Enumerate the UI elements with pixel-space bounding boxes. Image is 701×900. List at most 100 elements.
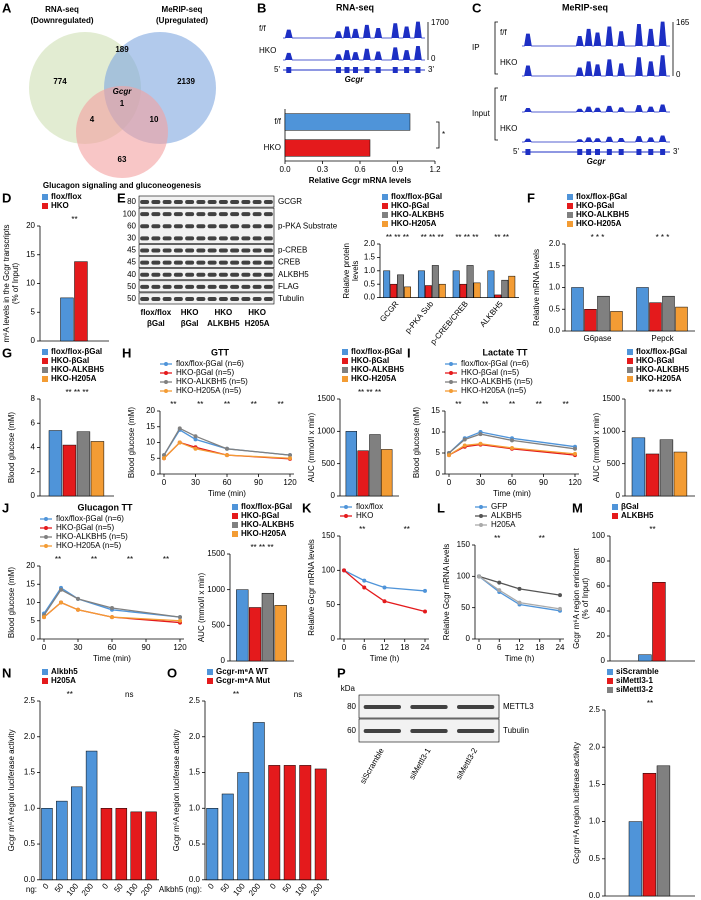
exon bbox=[636, 149, 642, 155]
bar bbox=[62, 444, 77, 497]
y-tick-label: 2 bbox=[31, 467, 36, 476]
blot-band bbox=[230, 236, 240, 241]
point bbox=[462, 443, 467, 448]
y-tick-label: 15 bbox=[26, 250, 35, 259]
y-tick-label: 1500 bbox=[207, 549, 225, 558]
legend-label: HKO-βGal bbox=[576, 201, 614, 210]
point bbox=[225, 453, 229, 458]
legend-label: HKO-βGal bbox=[391, 201, 429, 210]
blot-band bbox=[207, 284, 217, 289]
legend-label: flox/flox-βGal (n=6) bbox=[461, 359, 529, 368]
legend-marker bbox=[164, 380, 168, 384]
track-signal bbox=[283, 21, 425, 39]
y-tick-label: 20 bbox=[146, 406, 155, 415]
blot-band bbox=[252, 272, 262, 277]
track-label: f/f bbox=[259, 24, 266, 33]
legend-swatch bbox=[342, 358, 348, 364]
track-label: f/f bbox=[500, 94, 507, 103]
blot-band bbox=[457, 705, 495, 709]
series-line bbox=[343, 569, 426, 613]
y-axis-label: AUC (mmol/l x min) bbox=[197, 573, 206, 643]
legend-label: Gcgr-m⁶A WT bbox=[216, 667, 268, 676]
blot-band bbox=[207, 236, 217, 241]
x-tick-label: 12 bbox=[380, 643, 389, 652]
legend-swatch bbox=[382, 194, 388, 200]
panel-label: P bbox=[337, 665, 346, 680]
panel-label: C bbox=[472, 0, 482, 15]
y-tick-label: 0.0 bbox=[549, 326, 561, 335]
blot-band bbox=[218, 236, 228, 241]
y-tick-label: 1000 bbox=[602, 426, 620, 435]
blot-band bbox=[173, 260, 183, 265]
blot-band bbox=[173, 236, 183, 241]
bar bbox=[268, 765, 281, 881]
significance: ** ** ** bbox=[455, 233, 478, 242]
significance: ** bbox=[647, 699, 653, 708]
legend-label: flox/flox-βGal bbox=[636, 347, 687, 356]
y-tick-label: 2.0 bbox=[24, 732, 36, 741]
exon bbox=[648, 149, 654, 155]
panel-label: F bbox=[527, 190, 535, 205]
legend-swatch bbox=[232, 531, 238, 537]
lane-label: HKO bbox=[181, 308, 199, 317]
legend-swatch bbox=[42, 203, 48, 209]
exon bbox=[415, 67, 421, 73]
bar bbox=[345, 431, 358, 497]
end-5: 5' bbox=[513, 147, 519, 156]
bar bbox=[656, 765, 671, 897]
blot-band bbox=[151, 272, 161, 277]
exon bbox=[595, 149, 600, 155]
blot-band bbox=[252, 224, 262, 229]
bar bbox=[261, 592, 275, 662]
panel-label: I bbox=[407, 345, 411, 360]
blot-band bbox=[230, 200, 240, 205]
x-tick-label: 60 bbox=[508, 478, 517, 487]
blot-band bbox=[363, 705, 401, 709]
bar bbox=[381, 449, 393, 497]
blot-band bbox=[151, 248, 161, 253]
bar bbox=[642, 772, 657, 897]
bar bbox=[252, 722, 265, 881]
bar bbox=[299, 765, 312, 881]
legend-swatch bbox=[627, 358, 633, 364]
legend-label: HKO-ALKBH5 bbox=[51, 365, 104, 374]
bracket bbox=[436, 121, 440, 149]
band-label: p-PKA Substrate bbox=[278, 221, 338, 230]
band-label: GCGR bbox=[278, 197, 302, 206]
y-tick-label: 1.0 bbox=[364, 266, 376, 275]
bar bbox=[649, 302, 662, 332]
blot-band bbox=[151, 284, 161, 289]
legend-swatch bbox=[232, 513, 238, 519]
blot-band bbox=[218, 248, 228, 253]
y-tick-label: 2.0 bbox=[364, 239, 376, 248]
exon bbox=[335, 67, 341, 73]
gene-label: Gcgr bbox=[345, 75, 365, 84]
legend-label: βGal bbox=[621, 502, 639, 511]
x-tick-label: 24 bbox=[421, 643, 430, 652]
exon bbox=[375, 67, 381, 73]
legend-swatch bbox=[382, 212, 388, 218]
blot-band bbox=[185, 236, 195, 241]
legend-swatch bbox=[612, 513, 618, 519]
significance: ** bbox=[197, 400, 203, 409]
y-tick-label: 50 bbox=[326, 600, 335, 609]
legend-swatch bbox=[567, 212, 573, 218]
unit-label: kDa bbox=[341, 684, 356, 693]
point bbox=[288, 456, 292, 461]
blot-band bbox=[252, 248, 262, 253]
blot-band bbox=[457, 729, 495, 733]
y-tick-label: 500 bbox=[212, 620, 226, 629]
legend-marker bbox=[479, 523, 483, 527]
blot-band bbox=[230, 272, 240, 277]
y-tick-label: f/f bbox=[274, 117, 281, 126]
x-tick-label: G6pase bbox=[583, 334, 612, 343]
region-count: 10 bbox=[150, 115, 159, 124]
blot-band bbox=[218, 260, 228, 265]
exon bbox=[344, 67, 350, 73]
blot-band bbox=[196, 284, 206, 289]
bar bbox=[662, 295, 675, 332]
bar bbox=[628, 821, 643, 897]
legend-swatch bbox=[42, 367, 48, 373]
y-tick-label: 0.5 bbox=[364, 279, 376, 288]
legend-label: flox/flox-βGal bbox=[51, 347, 102, 356]
